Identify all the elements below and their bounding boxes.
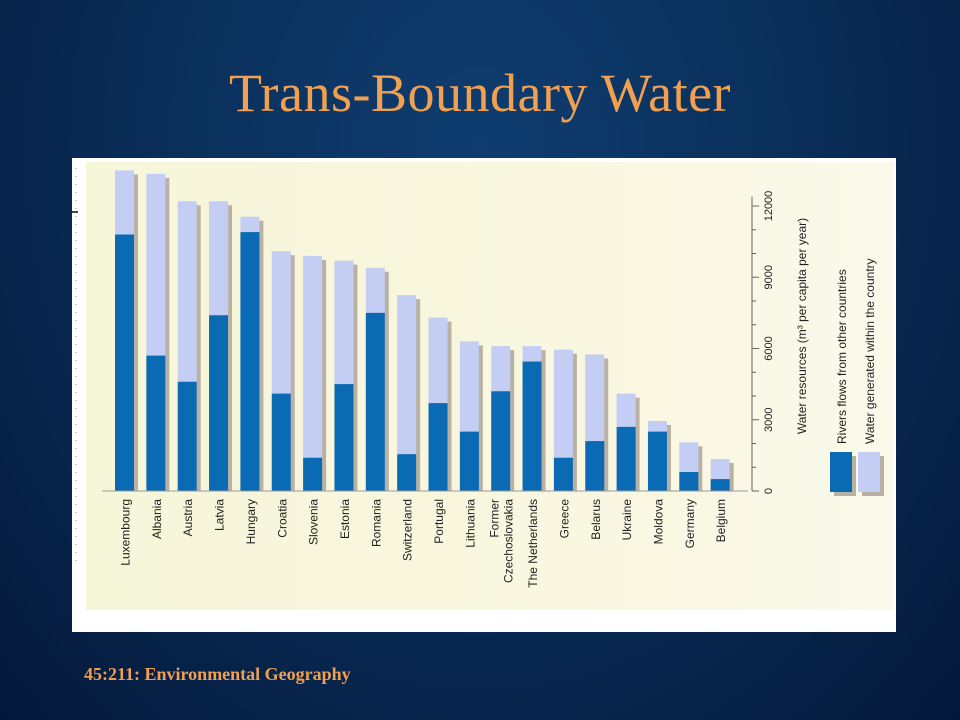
category-label-1: Albania <box>150 499 164 539</box>
category-label-9: Switzerland <box>401 499 415 561</box>
bar-inflow-6 <box>303 457 323 491</box>
y-tick-label-0: 0 <box>763 488 775 494</box>
bar-generated-3 <box>209 201 229 316</box>
bar-inflow-9 <box>397 454 417 491</box>
bar-generated-15 <box>585 354 605 442</box>
bar-inflow-10 <box>428 403 448 491</box>
bar-generated-8 <box>365 267 385 313</box>
category-label-15: Belarus <box>589 499 603 540</box>
y-axis-title: Water resources (m³ per capita per year) <box>795 218 809 434</box>
bar-generated-14 <box>553 349 573 458</box>
chart-panel: Luxembourg Albania Austria Latvia Hungary Cro… <box>72 158 896 632</box>
slide-title: Trans-Boundary Water <box>228 63 732 123</box>
bar-inflow-19 <box>710 479 730 491</box>
bar-generated-2 <box>177 201 197 382</box>
bar-inflow-1 <box>146 355 166 491</box>
bar-generated-12 <box>491 346 511 392</box>
bar-inflow-2 <box>177 381 197 491</box>
y-tick-label-3000: 3000 <box>763 408 775 432</box>
bar-inflow-11 <box>459 431 479 491</box>
bar-generated-16 <box>616 393 636 427</box>
category-label-14: Greece <box>557 499 571 539</box>
bar-inflow-5 <box>271 393 291 491</box>
category-label-7: Estonia <box>338 499 352 539</box>
bar-inflow-8 <box>365 312 385 491</box>
legend-label-1: Water generated within the country <box>863 258 877 444</box>
category-label-11: Lithuania <box>463 499 477 548</box>
bar-generated-4 <box>240 216 260 233</box>
bar-generated-18 <box>679 442 699 472</box>
bar-inflow-7 <box>334 384 354 491</box>
bar-generated-1 <box>146 173 166 356</box>
bar-inflow-14 <box>553 457 573 491</box>
category-label-6: Slovenia <box>307 499 321 545</box>
category-label-5: Croatia <box>275 499 289 538</box>
category-label-8: Romania <box>369 499 383 547</box>
legend-label-0: Rivers flows from other countries <box>835 269 849 444</box>
category-label-3: Latvia <box>213 499 227 531</box>
bar-inflow-13 <box>522 361 542 491</box>
category-label-18: Germany <box>683 499 697 548</box>
bar-inflow-16 <box>616 426 636 491</box>
bar-generated-9 <box>397 295 417 455</box>
bar-generated-5 <box>271 251 291 394</box>
water-resources-chart: Luxembourg Albania Austria Latvia Hungary Cro… <box>72 162 894 610</box>
bar-inflow-15 <box>585 441 605 491</box>
legend-swatch-0 <box>830 452 852 492</box>
bar-generated-17 <box>647 420 667 432</box>
category-label-19: Belgium <box>714 499 728 542</box>
bar-generated-6 <box>303 255 323 458</box>
category-label-10: Portugal <box>432 499 446 544</box>
slide-footer: 45:211: Environmental Geography <box>84 664 351 684</box>
chart-background <box>86 162 894 610</box>
category-label-0: Luxembourg <box>119 499 133 566</box>
category-label-4: Hungary <box>244 499 258 544</box>
bar-inflow-12 <box>491 391 511 491</box>
bar-inflow-4 <box>240 232 260 491</box>
bar-generated-11 <box>459 341 479 432</box>
bar-generated-13 <box>522 346 542 362</box>
category-label-12: FormerCzechoslovakia <box>488 499 516 583</box>
category-label-2: Austria <box>181 499 195 537</box>
y-tick-label-12000: 12000 <box>763 191 775 222</box>
bar-inflow-3 <box>209 315 229 491</box>
bar-generated-7 <box>334 260 354 385</box>
y-tick-label-9000: 9000 <box>763 265 775 289</box>
bar-inflow-0 <box>115 234 134 491</box>
y-tick-label-6000: 6000 <box>763 336 775 360</box>
bar-generated-0 <box>115 170 134 235</box>
category-label-17: Moldova <box>651 499 665 545</box>
bar-inflow-17 <box>647 431 667 491</box>
bar-generated-19 <box>710 458 730 480</box>
bar-generated-10 <box>428 317 448 404</box>
bar-inflow-18 <box>679 472 699 491</box>
category-label-13: The Netherlands <box>526 499 540 588</box>
legend-swatch-1 <box>858 452 880 492</box>
category-label-16: Ukraine <box>620 499 634 541</box>
